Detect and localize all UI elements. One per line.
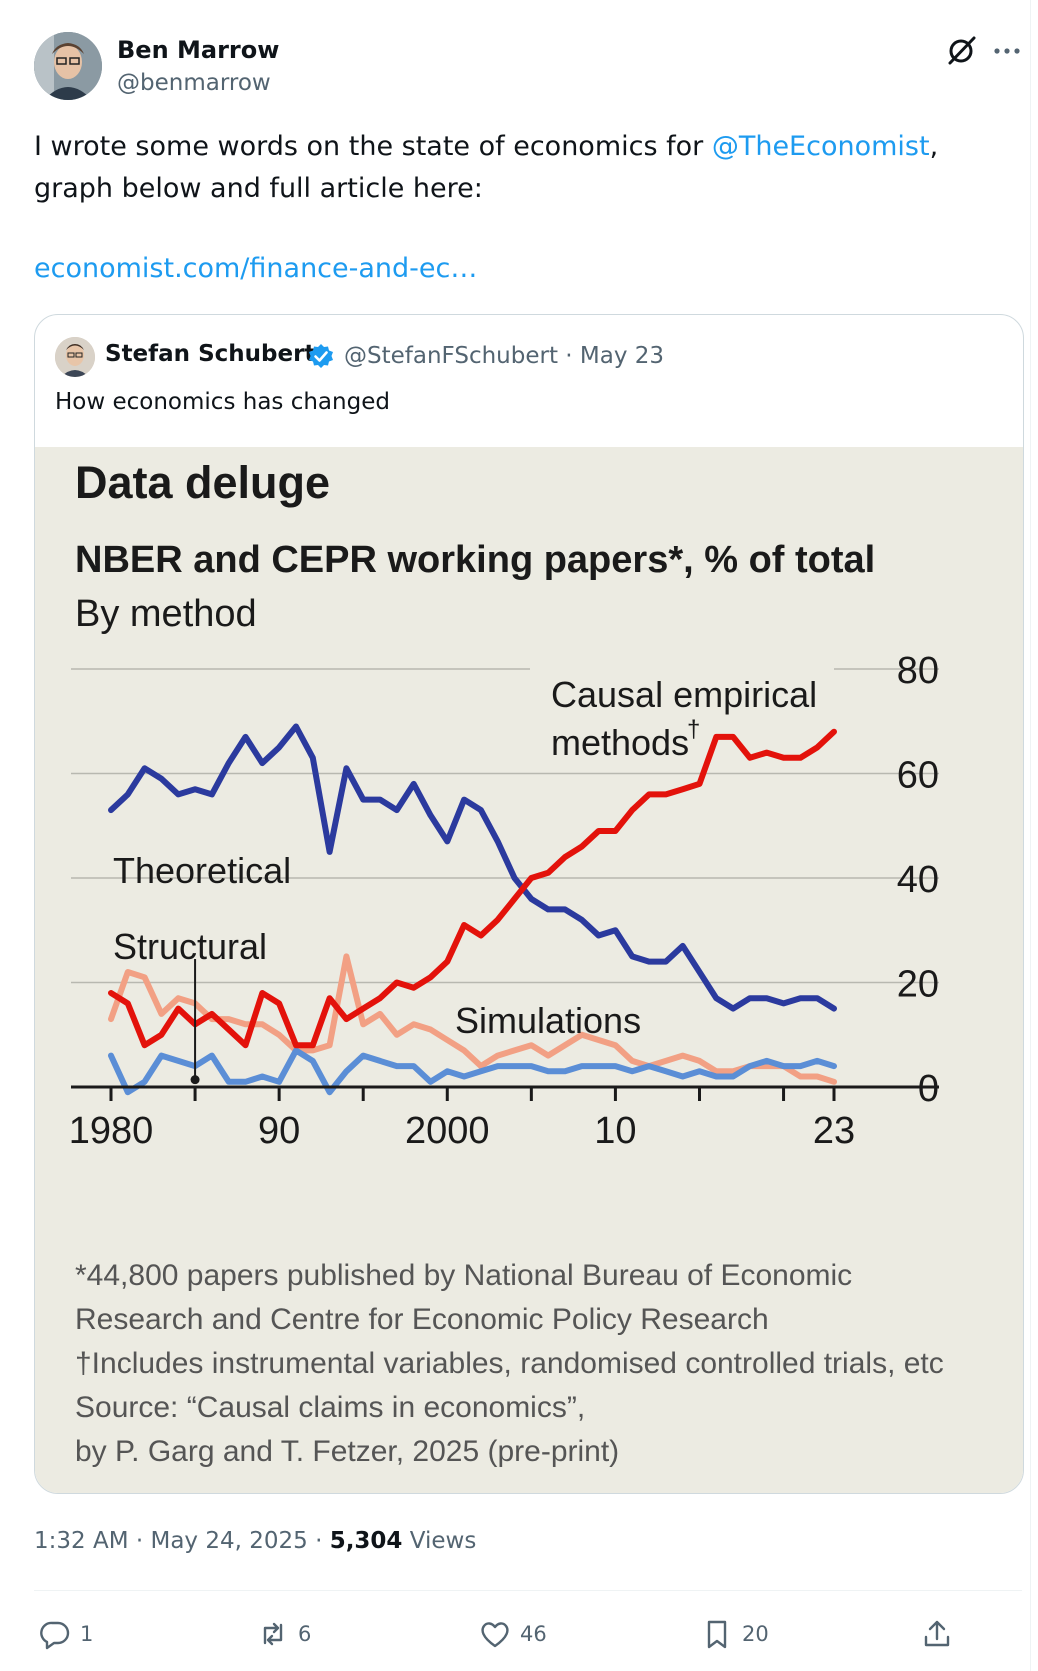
repost-count: 6: [298, 1622, 312, 1646]
verified-badge-icon: [309, 344, 333, 368]
chart-image[interactable]: Data deluge NBER and CEPR working papers…: [35, 447, 1023, 1493]
y-tick-label: 40: [897, 859, 939, 901]
bookmark-icon: [707, 1620, 727, 1649]
chart-footnote: *44,800 papers published by National Bur…: [75, 1259, 853, 1292]
bookmark-button[interactable]: 20: [700, 1614, 769, 1654]
more-options-icon[interactable]: [990, 34, 1024, 68]
quoted-tweet[interactable]: Stefan Schubert @StefanFSchubert · May 2…: [34, 314, 1024, 1494]
reply-icon: [40, 1621, 70, 1650]
x-tick-label: 2000: [405, 1110, 490, 1152]
reply-button[interactable]: 1: [38, 1614, 93, 1654]
article-link[interactable]: economist.com/finance-and-ec…: [34, 253, 478, 284]
author-handle[interactable]: @benmarrow: [117, 70, 271, 96]
repost-button[interactable]: 6: [256, 1614, 311, 1654]
line-chart: 80 60 40 20 0 1980 90 2000 10 23 Causal empirical m…: [69, 650, 939, 1152]
y-tick-label: 20: [897, 964, 939, 1006]
chart-subtitle: NBER and CEPR working papers*, % of tota…: [75, 539, 876, 581]
x-tick-label: 90: [258, 1110, 300, 1152]
reply-count: 1: [80, 1622, 94, 1646]
quote-author-name[interactable]: Stefan Schubert: [105, 341, 316, 367]
chart-source: by P. Garg and T. Fetzer, 2025 (pre-prin…: [75, 1435, 620, 1468]
series-line-causal: [108, 728, 837, 1049]
like-count: 46: [520, 1622, 547, 1646]
chart-subtitle-method: By method: [75, 593, 257, 635]
x-tick-label: 1980: [69, 1110, 154, 1152]
mention-link[interactable]: @TheEconomist: [711, 131, 930, 162]
structural-pointer-dot: [190, 1075, 200, 1085]
y-tick-label: 60: [897, 755, 939, 797]
author-avatar[interactable]: [34, 32, 102, 100]
series-label-theoretical: Theoretical: [113, 850, 291, 891]
chart-source: Source: “Causal claims in economics”,: [75, 1391, 586, 1424]
series-label-structural: Structural: [113, 926, 267, 967]
quote-author-avatar[interactable]: [55, 337, 95, 377]
share-icon: [924, 1620, 950, 1647]
series-line-theoretical: [108, 723, 837, 1012]
series-line-simulations: [108, 1047, 837, 1096]
series-label-causal-mark: †: [687, 716, 700, 743]
gridline-gap: [530, 657, 834, 681]
bookmark-count: 20: [742, 1622, 769, 1646]
divider: [34, 1590, 1022, 1591]
timestamp-date[interactable]: 1:32 AM · May 24, 2025 ·: [34, 1528, 330, 1554]
tweet-timestamp[interactable]: 1:32 AM · May 24, 2025 · 5,304 Views: [34, 1528, 476, 1554]
series-label-simulations: Simulations: [455, 1000, 641, 1041]
y-tick-label: 0: [918, 1068, 939, 1110]
tweet-text-part: I wrote some words on the state of econo…: [34, 131, 712, 162]
series-line-structural: [108, 953, 837, 1085]
tweet-text: I wrote some words on the state of econo…: [34, 126, 1014, 210]
chart-footnote: Research and Centre for Economic Policy …: [75, 1303, 769, 1336]
views-label: Views: [402, 1528, 477, 1554]
repost-icon: [263, 1622, 283, 1646]
x-tick-label: 10: [594, 1110, 636, 1152]
share-button[interactable]: [920, 1614, 954, 1654]
heart-icon: [481, 1622, 509, 1648]
series-label-causal: Causal empirical: [551, 674, 817, 715]
x-tick-label: 23: [813, 1110, 855, 1152]
tweet-text-part: , graph below and full article here:: [34, 131, 939, 204]
grok-icon[interactable]: [944, 34, 978, 68]
quote-handle-date: @StefanFSchubert · May 23: [344, 343, 665, 369]
series-label-causal: methods: [551, 722, 689, 763]
like-button[interactable]: 46: [478, 1614, 547, 1654]
quote-text: How economics has changed: [55, 389, 390, 415]
chart-footnote: †Includes instrumental variables, random…: [75, 1347, 944, 1380]
chart-title: Data deluge: [75, 457, 331, 508]
views-count: 5,304: [329, 1528, 403, 1554]
author-name[interactable]: Ben Marrow: [117, 36, 280, 64]
y-tick-label: 80: [897, 650, 939, 692]
